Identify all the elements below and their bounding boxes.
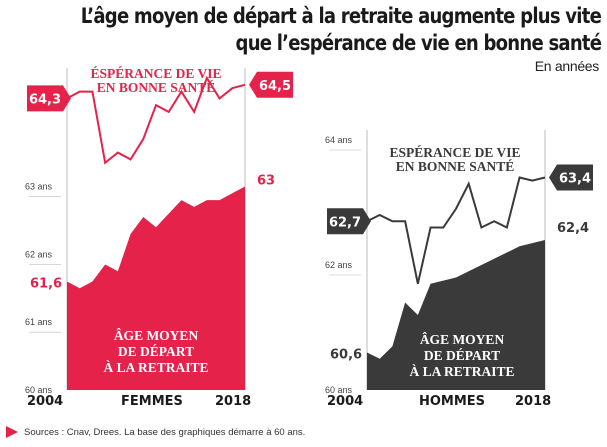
men-end-life-badge-text: 63,4 (559, 172, 591, 187)
title-line-2: que l’espérance de vie en bonne santé (235, 31, 602, 55)
women-life-expectancy-line (66, 75, 246, 165)
footer: Sources : Cnav, Drees. La base des graph… (6, 426, 305, 438)
women-y-tick-label: 63 ans (25, 182, 53, 192)
men-start-retirement-label: 60,6 (330, 348, 362, 363)
women-y-tick-label: 61 ans (25, 317, 53, 327)
women-start-life-badge-shape (27, 85, 71, 112)
women-end-life-badge-text: 64,5 (259, 79, 291, 94)
women-retirement-note-line: À LA RETRAITE (103, 360, 208, 375)
women-end-retirement-label: 63 (257, 174, 275, 189)
women-retirement-note-line: DE DÉPART (118, 344, 194, 359)
footer-sources: Sources : Cnav, Drees. La base des graph… (24, 426, 306, 438)
men-retirement-note-line: ÂGE MOYEN (420, 332, 505, 347)
women-life-expectancy-note-line: ÉSPÉRANCE DE VIE (90, 66, 221, 81)
men-panel-label: HOMMES (419, 394, 485, 409)
arrow-icon (6, 426, 18, 438)
men-y-tick-label: 64 ans (325, 135, 353, 145)
women-retirement-area (67, 186, 245, 390)
women-start-retirement-label: 61,6 (30, 276, 62, 291)
title-line-1: L’âge moyen de départ à la retraite augm… (80, 4, 602, 28)
men-x-label-start: 2004 (327, 394, 363, 409)
men-life-expectancy-line (366, 176, 546, 284)
men-start-life-badge-shape (327, 208, 371, 235)
women-retirement-note-line: ÂGE MOYEN (114, 328, 199, 343)
women-start-life-badge-text: 64,3 (29, 92, 61, 107)
women-retirement-note: ÂGE MOYEN DE DÉPART À LA RETRAITE (103, 328, 208, 375)
men-life-expectancy-note: ESPÉRANCE DE VIE EN BONNE SANTÉ (389, 145, 520, 174)
men-y-tick-label: 62 ans (325, 260, 353, 270)
men-retirement-note-line: À LA RETRAITE (409, 364, 514, 379)
women-x-label-start: 2004 (27, 394, 63, 409)
men-x-label-end: 2018 (515, 394, 551, 409)
men-end-life-badge-shape (549, 164, 593, 191)
men-end-retirement-label: 62,4 (557, 221, 589, 236)
men-y-tick-label: 60 ans (325, 385, 353, 395)
unit-note: En années (534, 58, 600, 74)
men-retirement-note-line: DE DÉPART (424, 348, 500, 363)
men-retirement-note: ÂGE MOYEN DE DÉPART À LA RETRAITE (409, 332, 514, 379)
women-y-tick-label: 62 ans (25, 249, 53, 259)
women-y-tick-label: 60 ans (25, 385, 53, 395)
women-x-label-end: 2018 (215, 394, 251, 409)
women-end-life-badge-shape (249, 71, 293, 98)
women-life-expectancy-note-line: EN BONNE SANTÉ (97, 80, 216, 95)
women-life-expectancy-note: ÉSPÉRANCE DE VIE EN BONNE SANTÉ (90, 66, 221, 95)
men-life-expectancy-note-line: EN BONNE SANTÉ (396, 159, 515, 174)
men-life-expectancy-note-line: ESPÉRANCE DE VIE (389, 145, 520, 160)
women-panel-label: FEMMES (121, 394, 183, 409)
men-start-life-badge-text: 62,7 (329, 215, 361, 230)
men-retirement-area (367, 240, 545, 390)
